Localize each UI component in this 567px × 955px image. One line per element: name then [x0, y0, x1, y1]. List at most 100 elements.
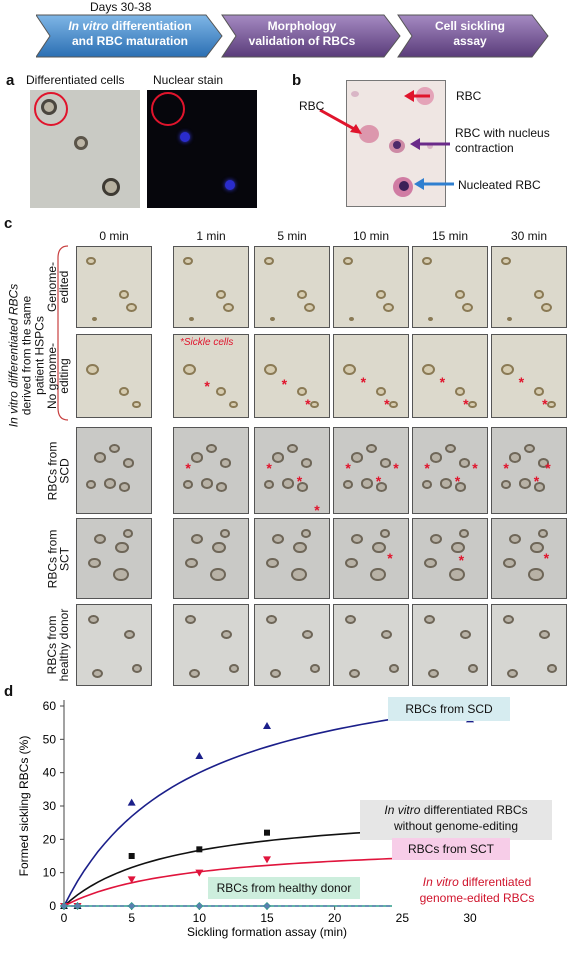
panel-a-brightfield-image [30, 90, 140, 208]
rbc [424, 614, 436, 624]
rbc [118, 289, 130, 299]
sickle-cell-star: * [424, 459, 430, 476]
microscopy-tile: * [173, 427, 249, 514]
rbc [228, 664, 240, 674]
data-point [127, 876, 136, 884]
rbc [383, 302, 395, 312]
rbc [507, 668, 518, 678]
sickle-cell-star: * [463, 395, 469, 412]
row-label-line2: SCD [57, 457, 71, 484]
rbc [381, 629, 392, 639]
panel-c-letter: c [4, 215, 13, 232]
rbc [118, 387, 130, 397]
microscopy-tile: * * * [491, 427, 567, 514]
rbc [533, 387, 545, 397]
rbc [422, 256, 432, 266]
rbc [118, 481, 131, 492]
column-header: 5 min [277, 229, 307, 243]
microscopy-tile: * * * [333, 427, 409, 514]
rbc [228, 400, 238, 409]
workflow-step1-label: In vitro differentiation and RBC maturat… [68, 19, 192, 48]
x-tick-label: 15 [260, 911, 274, 925]
rbc [131, 400, 141, 409]
rbc [508, 533, 521, 544]
sickle-cells-note: *Sickle cells [180, 337, 234, 348]
workflow-step2-label: Morphology validation of RBCs [248, 19, 356, 48]
rbc [508, 452, 521, 463]
rbc [345, 557, 358, 569]
rbc [454, 387, 466, 397]
rbc [185, 557, 198, 569]
rbc [388, 400, 398, 409]
rbc [501, 480, 511, 489]
rbc [372, 541, 386, 554]
rbc [215, 481, 228, 492]
x-tick-label: 10 [193, 911, 207, 925]
sickle-cell-star: * [266, 459, 272, 476]
rbc [219, 458, 231, 469]
rbc [296, 387, 308, 397]
row-label: No genome-editing [45, 334, 71, 418]
rbc [126, 302, 138, 312]
column-header: 30 min [510, 229, 548, 243]
label-rbc-contraction: RBC with nucleus contraction [455, 126, 550, 155]
rbc [449, 567, 465, 581]
data-point [196, 846, 203, 853]
rbc [467, 400, 477, 409]
sickle-cell-star: * [305, 395, 311, 412]
sickle-cell-star: * [503, 459, 509, 476]
group-bracket [57, 245, 69, 421]
rbc [190, 452, 203, 463]
rbc [503, 557, 516, 569]
rbc [424, 557, 437, 569]
x-tick-label: 25 [396, 911, 410, 925]
rbc [501, 364, 515, 376]
panel-a-label-left: Differentiated cells [26, 73, 125, 87]
rbc [183, 480, 193, 489]
microscopy-tile [76, 246, 152, 328]
microscopy-tile [254, 246, 330, 328]
rbc [458, 458, 470, 469]
data-point [264, 829, 270, 836]
sickle-cell-star: * [439, 374, 446, 390]
row-label-line2: healthy donor [57, 608, 71, 682]
workflow-step1-shape [36, 14, 223, 58]
data-point [196, 903, 202, 909]
rbc [343, 364, 357, 376]
rbc [270, 668, 281, 678]
sickle-cell-star: * [542, 395, 548, 412]
sickle-cell-star: * [543, 550, 550, 567]
rbc [523, 443, 536, 454]
workflow-step2-shape [221, 14, 401, 58]
microscopy-tile [173, 604, 249, 686]
panel-b-letter: b [292, 72, 302, 89]
microscopy-tile [76, 604, 152, 686]
y-tick-label: 30 [43, 799, 57, 813]
sickle-cell-star: * [185, 459, 191, 476]
rbc [343, 256, 353, 266]
rbc [93, 533, 106, 544]
data-point [263, 856, 271, 864]
sickle-cell-star: * [533, 472, 540, 489]
cell [102, 178, 120, 196]
data-point [128, 853, 135, 859]
microscopy-tile: * * * [254, 427, 330, 514]
x-tick-label: 0 [61, 911, 68, 925]
rbc [210, 567, 226, 581]
microscopy-tile [491, 604, 567, 686]
rbc [304, 302, 316, 312]
y-tick-label: 10 [43, 866, 57, 880]
highlight-circle [151, 92, 185, 126]
microscopy-tile [333, 246, 409, 328]
rbc [88, 557, 101, 569]
microscopy-tile [76, 427, 152, 514]
sickle-cell-star: * [458, 552, 465, 569]
y-tick-label: 20 [43, 832, 57, 846]
rbc [533, 481, 546, 492]
rbc [349, 316, 354, 321]
data-point [129, 903, 135, 909]
rbc [131, 664, 143, 674]
microscopy-tile [254, 604, 330, 686]
microscopy-tile [173, 518, 249, 599]
rbc [539, 629, 550, 639]
